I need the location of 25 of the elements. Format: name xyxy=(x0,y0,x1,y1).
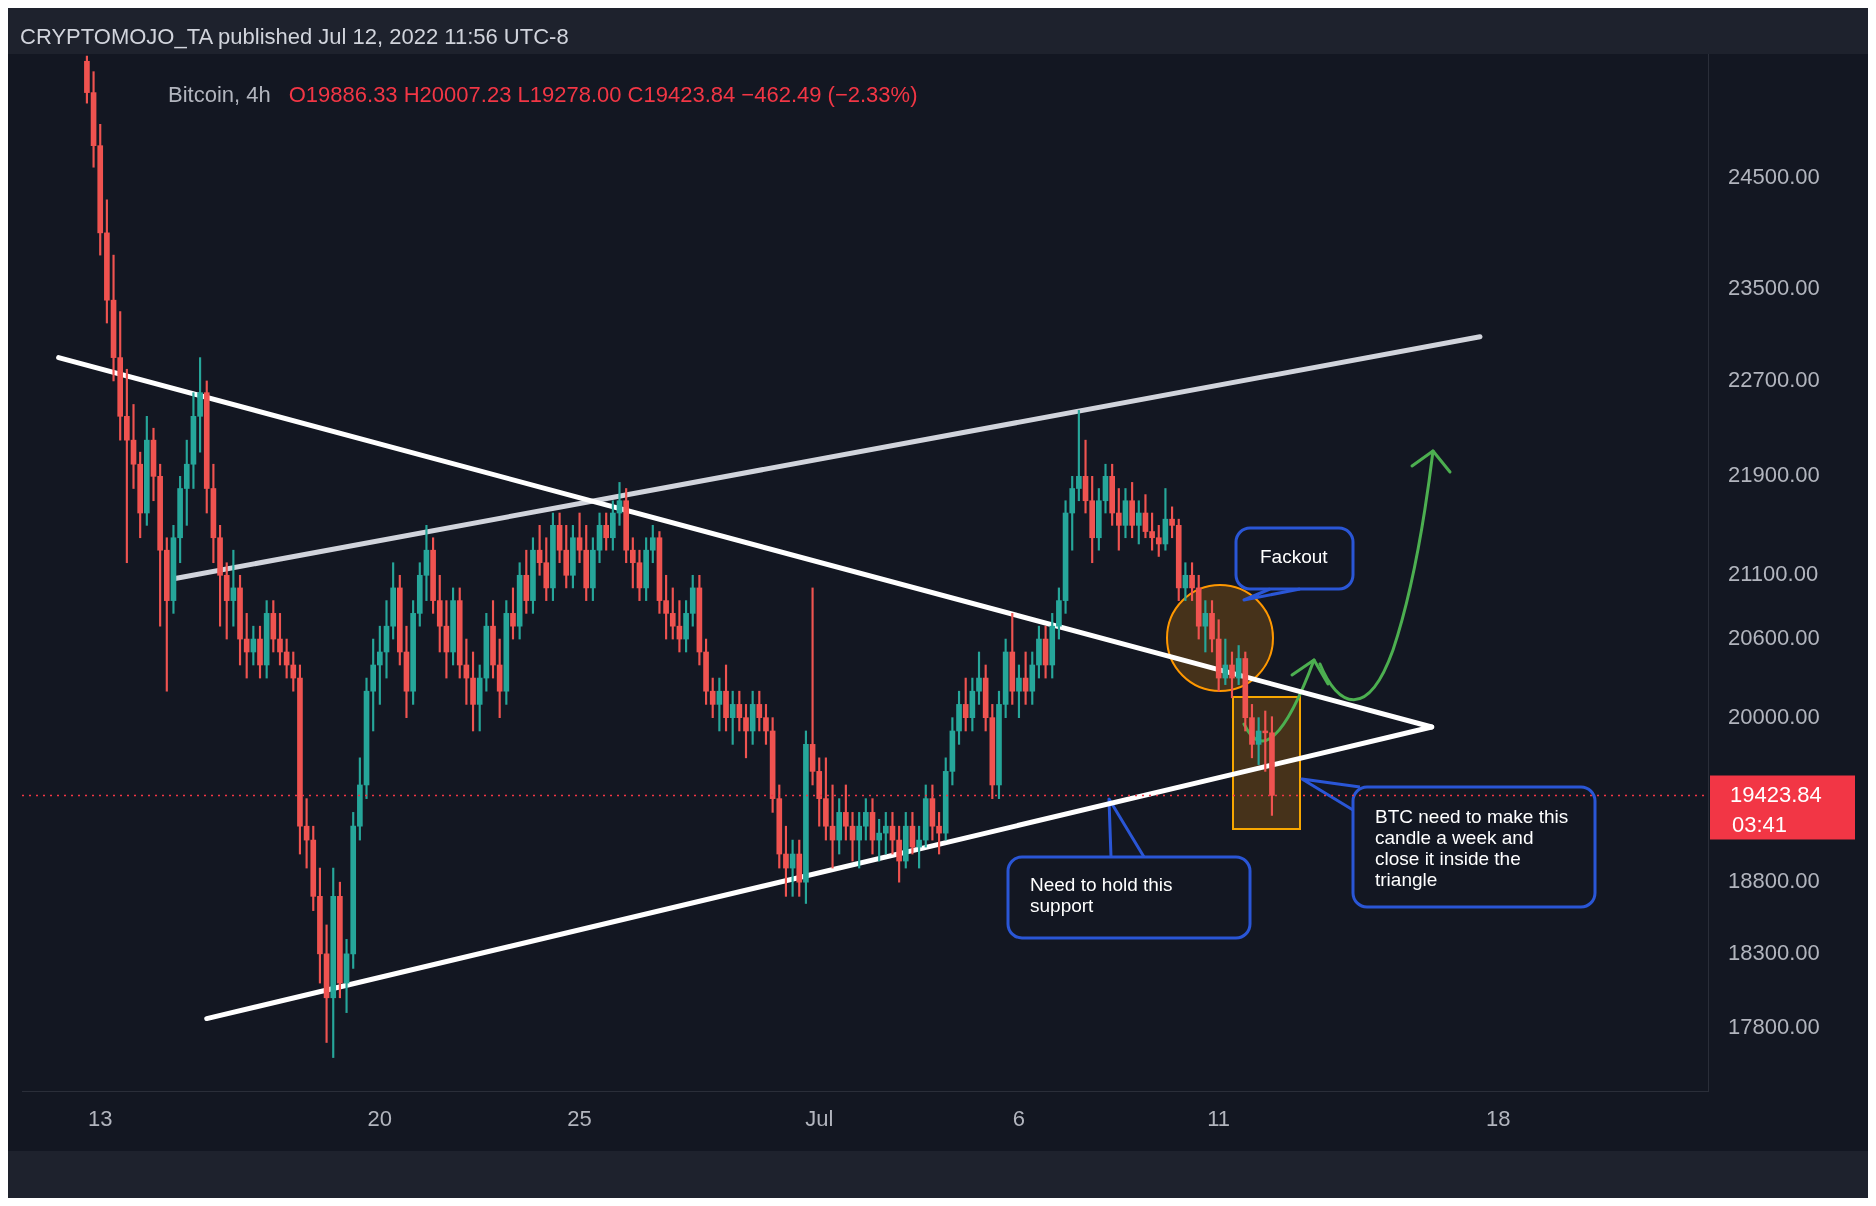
y-tick-label: 24500.00 xyxy=(1728,164,1820,190)
text: Bitcoin, 4h xyxy=(168,82,271,108)
y-tick-label: 17800.00 xyxy=(1728,1013,1820,1039)
annotation: BTC need to make this candle a week and close it inside the triangle xyxy=(1375,806,1570,890)
y-tick-label: 21900.00 xyxy=(1728,462,1820,488)
x-tick-label: Jul xyxy=(805,1106,834,1132)
text: 03:41 xyxy=(1732,812,1788,838)
x-tick-label: 25 xyxy=(567,1106,592,1132)
x-tick-label: 20 xyxy=(367,1106,393,1132)
y-tick-label: 23500.00 xyxy=(1728,274,1820,300)
y-tick-label: 22700.00 xyxy=(1728,367,1820,392)
x-tick-label: 11 xyxy=(1207,1106,1231,1132)
x-tick-label: 13 xyxy=(87,1106,113,1132)
ref-line-label: 19423.84 xyxy=(1730,782,1822,808)
y-tick-label: 21100.00 xyxy=(1728,561,1819,587)
y-tick-label: 20600.00 xyxy=(1728,625,1820,651)
x-tick-label: 6 xyxy=(1012,1106,1026,1132)
annotation: Need to hold this support xyxy=(1030,874,1174,916)
text: O19886.33 H20007.23 L19278.00 C19423.84 −462.49 (−2.33%) xyxy=(288,82,918,108)
x-tick-label: 18 xyxy=(1486,1106,1511,1132)
text: CRYPTOMOJO_TA published Jul 12, 2022 11:56 UTC-8 xyxy=(20,24,569,50)
y-tick-label: 18800.00 xyxy=(1728,868,1820,894)
annotation: Fackout xyxy=(1260,546,1328,568)
y-tick-label: 18300.00 xyxy=(1728,939,1820,965)
y-tick-label: 20000.00 xyxy=(1728,703,1820,729)
